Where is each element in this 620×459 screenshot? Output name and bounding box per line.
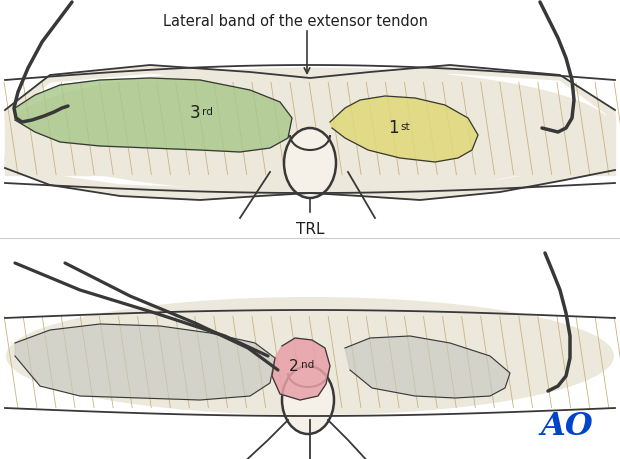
Polygon shape [272,338,330,400]
Polygon shape [5,115,615,175]
Text: nd: nd [301,360,314,370]
Text: AO: AO [541,410,593,442]
Polygon shape [345,336,510,398]
Text: st: st [400,122,410,132]
Text: 1: 1 [388,119,398,137]
Polygon shape [5,155,615,200]
Ellipse shape [282,366,334,434]
Text: rd: rd [202,107,213,117]
Ellipse shape [6,297,614,415]
Ellipse shape [6,67,614,192]
Polygon shape [330,96,478,162]
Text: TRL: TRL [296,222,324,237]
Polygon shape [15,78,292,152]
Text: 3: 3 [190,104,200,122]
Text: 2: 2 [289,358,299,374]
Polygon shape [15,324,275,400]
Ellipse shape [284,128,336,198]
Text: Lateral band of the extensor tendon: Lateral band of the extensor tendon [162,14,428,29]
Polygon shape [5,65,615,120]
